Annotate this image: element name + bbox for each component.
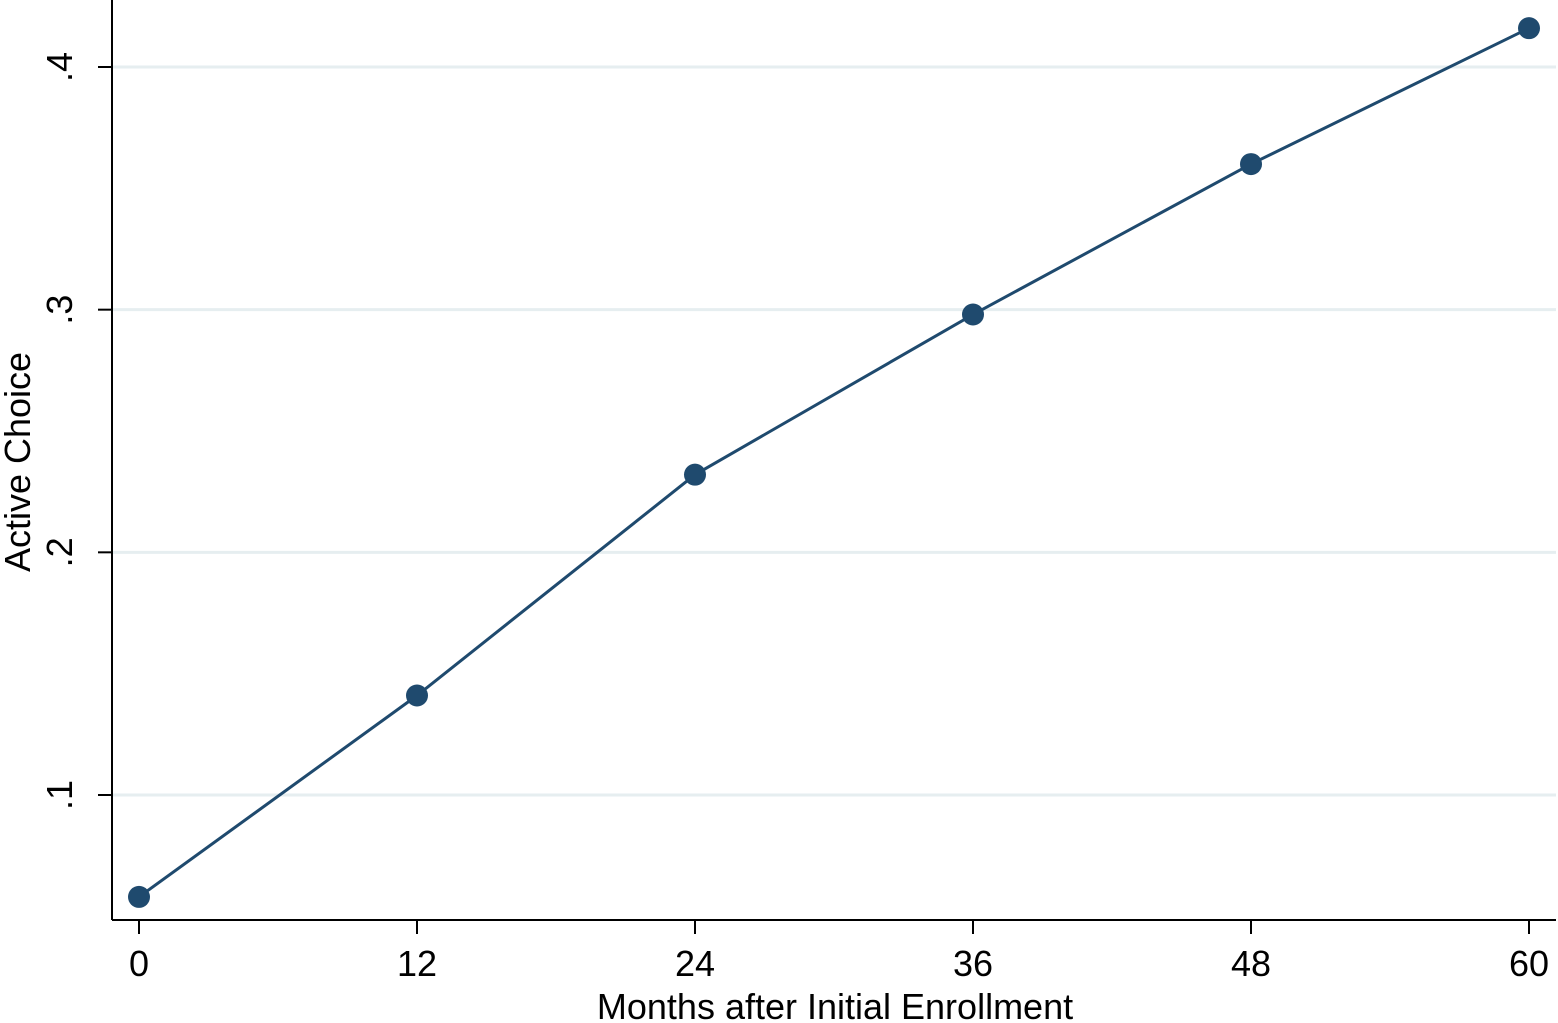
data-point-0-0 (128, 885, 150, 908)
y-axis-ticks: .1 .2 .3 .4 (39, 52, 112, 810)
y-tick-label-2: .3 (39, 295, 80, 325)
gridlines (112, 65, 1556, 797)
x-tick-label-1: 12 (397, 943, 437, 984)
data-point-0-5 (1518, 17, 1540, 40)
series (128, 17, 1540, 908)
data-point-0-4 (1240, 153, 1262, 176)
data-point-0-3 (962, 303, 984, 326)
x-tick-label-5: 60 (1509, 943, 1549, 984)
series-line-0 (138, 26, 1530, 899)
x-tick-label-0: 0 (129, 943, 149, 984)
y-tick-label-3: .4 (39, 52, 80, 82)
data-point-0-2 (684, 463, 706, 486)
x-tick-label-3: 36 (953, 943, 993, 984)
x-tick-label-4: 48 (1231, 943, 1271, 984)
y-tick-label-1: .2 (39, 537, 80, 567)
x-axis-ticks: 0 12 24 36 48 60 (129, 920, 1549, 984)
y-tick-label-0: .1 (39, 780, 80, 810)
axes (111, 0, 1556, 921)
x-axis-title: Months after Initial Enrollment (597, 986, 1073, 1023)
y-axis-title: Active Choice (0, 352, 38, 572)
x-tick-label-2: 24 (675, 943, 715, 984)
data-point-0-1 (406, 684, 428, 707)
